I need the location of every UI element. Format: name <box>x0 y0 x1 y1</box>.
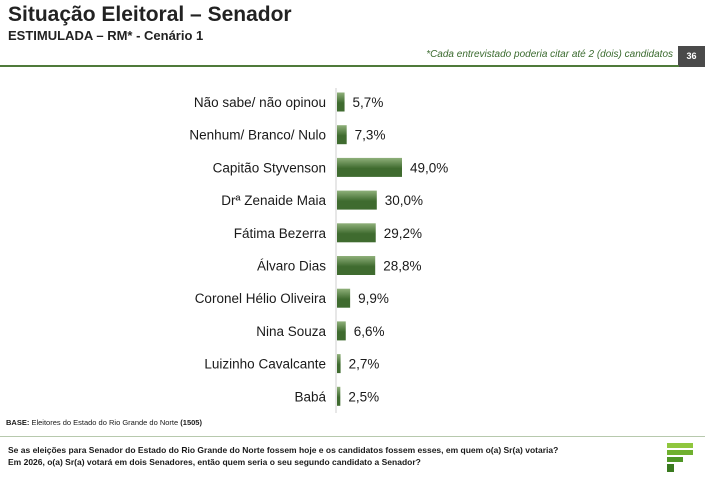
page-title: Situação Eleitoral – Senador <box>8 3 292 26</box>
category-label: Drª Zenaide Maia <box>221 193 326 208</box>
value-label: 5,7% <box>353 95 384 110</box>
value-label: 7,3% <box>355 128 386 143</box>
value-label: 28,8% <box>383 259 421 274</box>
value-label: 29,2% <box>384 226 422 241</box>
bar <box>337 125 347 145</box>
bar-chart: Não sabe/ não opinou 5,7% Nenhum/ Branco/ … <box>189 88 448 413</box>
survey-question: Se as eleições para Senador do Estado do… <box>8 444 558 468</box>
bar <box>337 157 402 177</box>
bar <box>337 386 341 406</box>
base-sample-size: (1505) <box>180 418 202 427</box>
page-subtitle: ESTIMULADA – RM* - Cenário 1 <box>8 28 204 43</box>
category-label: Capitão Styvenson <box>213 160 326 175</box>
category-label: Luizinho Cavalcante <box>204 357 326 372</box>
base-note: BASE: Eleitores do Estado do Rio Grande … <box>6 418 202 427</box>
page-number-badge: 36 <box>678 46 705 67</box>
category-label: Álvaro Dias <box>257 259 326 274</box>
company-logo-icon <box>667 443 693 472</box>
value-label: 2,5% <box>348 389 379 404</box>
base-label: BASE: <box>6 418 30 427</box>
bar <box>337 92 345 112</box>
footer-divider <box>0 436 705 437</box>
footnote-note: *Cada entrevistado poderia citar até 2 (… <box>426 49 673 60</box>
bar <box>337 190 377 210</box>
header-divider <box>0 65 679 67</box>
category-label: Fátima Bezerra <box>234 226 327 241</box>
bar <box>337 223 376 243</box>
bar <box>337 256 376 275</box>
value-label: 49,0% <box>410 160 448 175</box>
category-label: Nenhum/ Branco/ Nulo <box>189 128 326 143</box>
question-line-1: Se as eleições para Senador do Estado do… <box>8 445 559 455</box>
bar <box>337 321 346 341</box>
category-label: Não sabe/ não opinou <box>194 95 326 110</box>
category-label: Babá <box>294 389 326 404</box>
category-label: Coronel Hélio Oliveira <box>195 291 327 306</box>
value-label: 30,0% <box>385 193 423 208</box>
question-line-2: Em 2026, o(a) Sr(a) votará em dois Senad… <box>8 457 421 467</box>
base-text: Eleitores do Estado do Rio Grande do Nor… <box>31 418 179 427</box>
header-bar: *Cada entrevistado poderia citar até 2 (… <box>0 46 705 67</box>
bar <box>337 288 351 308</box>
value-label: 2,7% <box>349 357 380 372</box>
value-label: 9,9% <box>358 291 389 306</box>
category-label: Nina Souza <box>256 324 326 339</box>
value-label: 6,6% <box>354 324 385 339</box>
bar <box>337 354 341 374</box>
